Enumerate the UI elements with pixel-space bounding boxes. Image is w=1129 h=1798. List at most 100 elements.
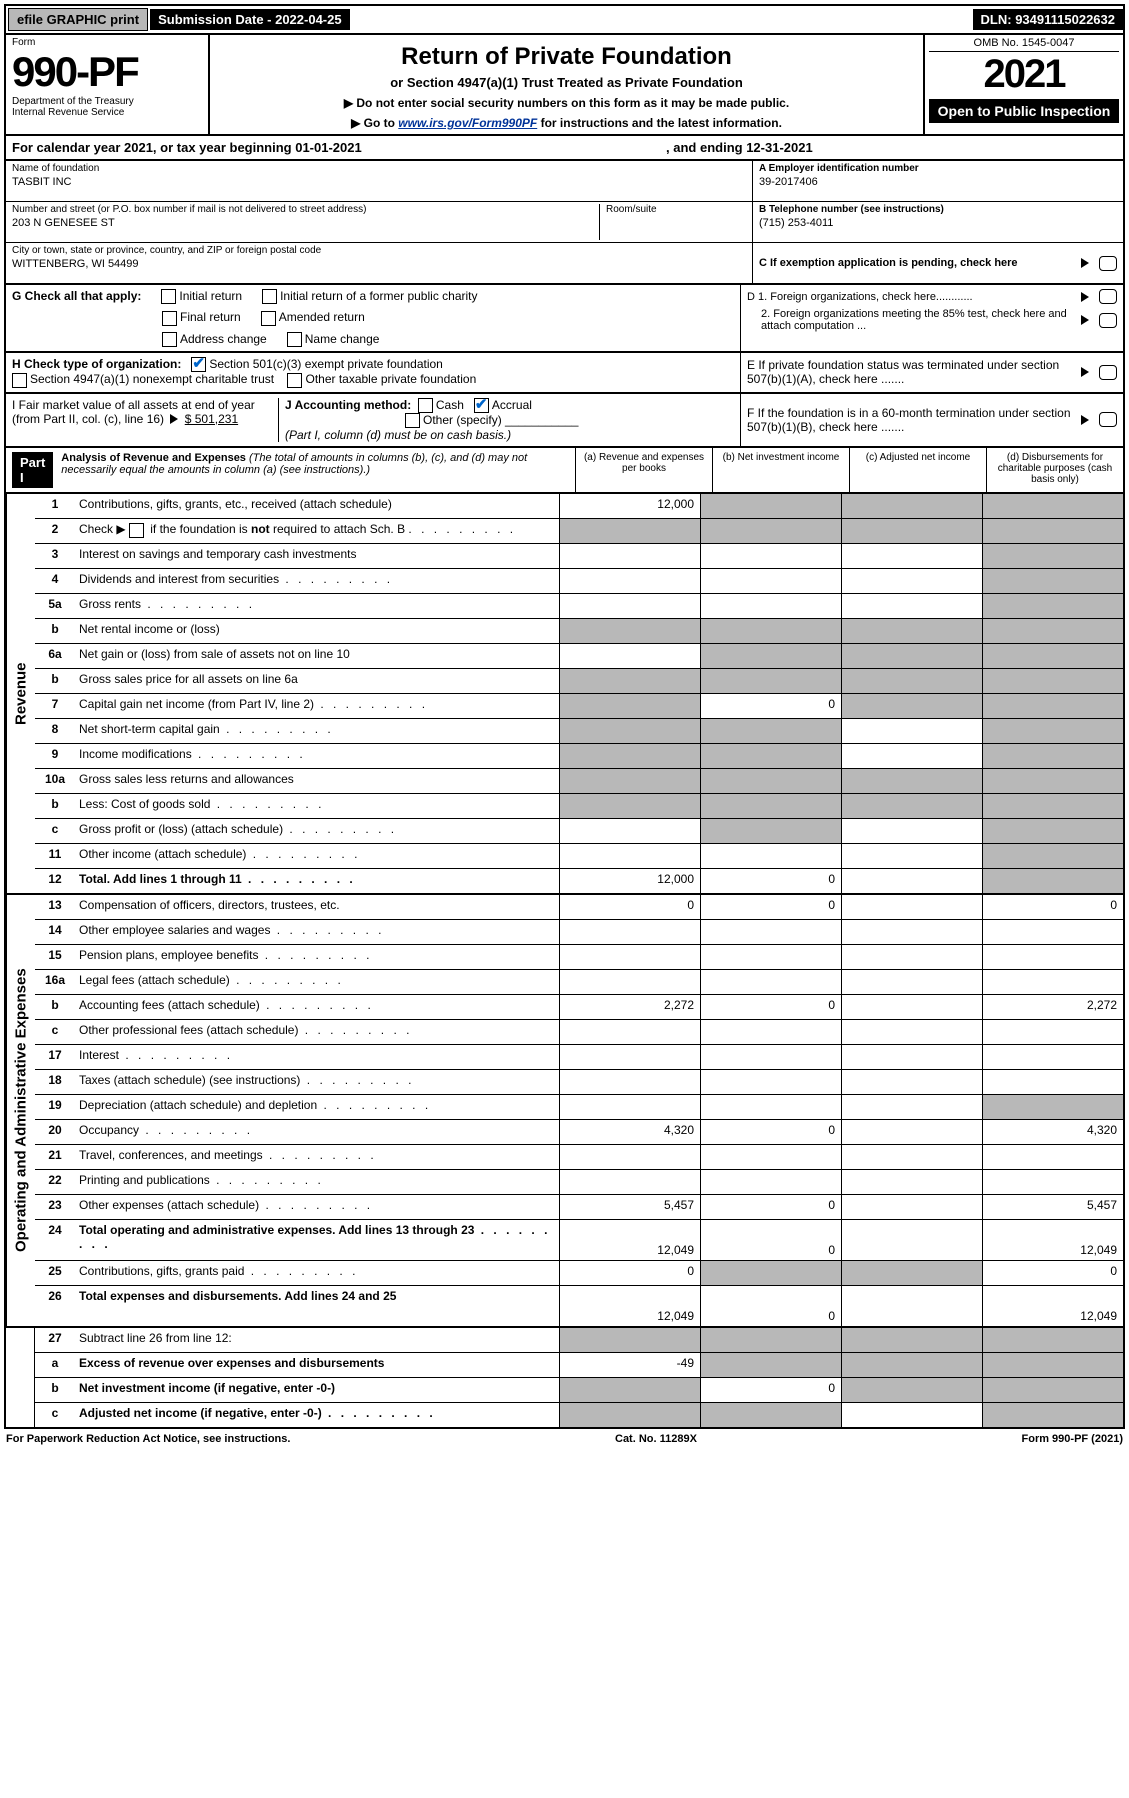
- final-return-checkbox[interactable]: [162, 311, 177, 326]
- room-label: Room/suite: [606, 204, 746, 215]
- g-d-section: G Check all that apply: Initial return I…: [4, 285, 1125, 353]
- table-row: 19Depreciation (attach schedule) and dep…: [35, 1095, 1123, 1120]
- form-subtitle: or Section 4947(a)(1) Trust Treated as P…: [218, 75, 915, 90]
- accrual-checkbox[interactable]: [474, 398, 489, 413]
- table-row: 15Pension plans, employee benefits: [35, 945, 1123, 970]
- address-cell: Number and street (or P.O. box number if…: [6, 202, 752, 243]
- expenses-table: Operating and Administrative Expenses 13…: [4, 895, 1125, 1328]
- name-change-checkbox[interactable]: [287, 332, 302, 347]
- form-title: Return of Private Foundation: [218, 43, 915, 71]
- table-row: 6aNet gain or (loss) from sale of assets…: [35, 644, 1123, 669]
- arrow-icon: [1081, 292, 1089, 302]
- table-row: cOther professional fees (attach schedul…: [35, 1020, 1123, 1045]
- address-change-checkbox[interactable]: [162, 332, 177, 347]
- arrow-icon: [1081, 258, 1089, 268]
- form-number: 990-PF: [12, 48, 202, 96]
- col-b-header: (b) Net investment income: [712, 448, 849, 492]
- table-row: 13Compensation of officers, directors, t…: [35, 895, 1123, 920]
- table-row: 11Other income (attach schedule): [35, 844, 1123, 869]
- note-link: ▶ Go to www.irs.gov/Form990PF for instru…: [218, 116, 915, 130]
- amended-return-label: Amended return: [279, 310, 365, 324]
- j-label: J Accounting method:: [285, 398, 411, 412]
- form990pf-link[interactable]: www.irs.gov/Form990PF: [398, 116, 537, 130]
- d2-label: 2. Foreign organizations meeting the 85%…: [747, 308, 1078, 332]
- s4947-checkbox[interactable]: [12, 373, 27, 388]
- table-row: 8Net short-term capital gain: [35, 719, 1123, 744]
- schb-checkbox[interactable]: [129, 523, 144, 538]
- table-row: 23Other expenses (attach schedule)5,4570…: [35, 1195, 1123, 1220]
- arrow-icon: [1081, 315, 1089, 325]
- open-public-badge: Open to Public Inspection: [929, 99, 1119, 123]
- blank-side: [6, 1328, 35, 1427]
- identification-block: Name of foundation TASBIT INC Number and…: [4, 161, 1125, 285]
- ein-cell: A Employer identification number 39-2017…: [753, 161, 1123, 202]
- g-label: G Check all that apply:: [12, 289, 141, 303]
- table-row: 10aGross sales less returns and allowanc…: [35, 769, 1123, 794]
- other-taxable-label: Other taxable private foundation: [305, 372, 476, 386]
- i-j-f-section: I Fair market value of all assets at end…: [4, 394, 1125, 449]
- e-label: E If private foundation status was termi…: [747, 358, 1078, 386]
- h-label: H Check type of organization:: [12, 357, 181, 371]
- cash-checkbox[interactable]: [418, 398, 433, 413]
- f-section: F If the foundation is in a 60-month ter…: [740, 394, 1123, 447]
- addr-value: 203 N GENESEE ST: [12, 217, 599, 229]
- table-row: 17Interest: [35, 1045, 1123, 1070]
- g-section: G Check all that apply: Initial return I…: [6, 285, 740, 351]
- f-checkbox[interactable]: [1099, 412, 1117, 427]
- foundation-name-cell: Name of foundation TASBIT INC: [6, 161, 752, 202]
- calendar-year-row: For calendar year 2021, or tax year begi…: [4, 136, 1125, 161]
- col-a-header: (a) Revenue and expenses per books: [575, 448, 712, 492]
- table-row: 18Taxes (attach schedule) (see instructi…: [35, 1070, 1123, 1095]
- cash-label: Cash: [436, 398, 464, 412]
- ein-label: A Employer identification number: [759, 163, 1117, 174]
- table-row: 5aGross rents: [35, 594, 1123, 619]
- efile-button[interactable]: efile GRAPHIC print: [8, 8, 148, 31]
- table-row: 7Capital gain net income (from Part IV, …: [35, 694, 1123, 719]
- d1-label: D 1. Foreign organizations, check here..…: [747, 291, 1078, 303]
- dln-label: DLN: 93491115022632: [973, 9, 1123, 30]
- other-taxable-checkbox[interactable]: [287, 373, 302, 388]
- phone-label: B Telephone number (see instructions): [759, 204, 1117, 215]
- table-row: 3Interest on savings and temporary cash …: [35, 544, 1123, 569]
- col-d-header: (d) Disbursements for charitable purpose…: [986, 448, 1123, 492]
- s501-checkbox[interactable]: [191, 357, 206, 372]
- table-row: 20Occupancy4,32004,320: [35, 1120, 1123, 1145]
- exemption-pending-cell: C If exemption application is pending, c…: [753, 243, 1123, 283]
- name-change-label: Name change: [305, 332, 380, 346]
- ein-value: 39-2017406: [759, 176, 1117, 188]
- final-return-label: Final return: [180, 310, 241, 324]
- city-value: WITTENBERG, WI 54499: [12, 258, 746, 270]
- d2-checkbox[interactable]: [1099, 313, 1117, 328]
- page-footer: For Paperwork Reduction Act Notice, see …: [4, 1429, 1125, 1449]
- other-method-label: Other (specify): [423, 413, 502, 427]
- accrual-label: Accrual: [492, 398, 532, 412]
- table-row: 16aLegal fees (attach schedule): [35, 970, 1123, 995]
- amended-return-checkbox[interactable]: [261, 311, 276, 326]
- h-section: H Check type of organization: Section 50…: [6, 353, 740, 392]
- table-row: bNet investment income (if negative, ent…: [35, 1378, 1123, 1403]
- part1-header-row: Part I Analysis of Revenue and Expenses …: [4, 448, 1125, 494]
- table-row: 22Printing and publications: [35, 1170, 1123, 1195]
- other-method-checkbox[interactable]: [405, 413, 420, 428]
- name-label: Name of foundation: [12, 163, 746, 174]
- initial-return-checkbox[interactable]: [161, 289, 176, 304]
- table-row: cAdjusted net income (if negative, enter…: [35, 1403, 1123, 1427]
- initial-former-checkbox[interactable]: [262, 289, 277, 304]
- c-checkbox[interactable]: [1099, 256, 1117, 271]
- form-header: Form 990-PF Department of the Treasury I…: [4, 35, 1125, 136]
- d1-checkbox[interactable]: [1099, 289, 1117, 304]
- subtract-table: 27Subtract line 26 from line 12: aExcess…: [4, 1328, 1125, 1429]
- note2-pre: ▶ Go to: [351, 116, 398, 130]
- table-row: 14Other employee salaries and wages: [35, 920, 1123, 945]
- e-checkbox[interactable]: [1099, 365, 1117, 380]
- omb-number: OMB No. 1545-0047: [929, 37, 1119, 52]
- revenue-side-label: Revenue: [6, 494, 35, 893]
- revenue-table: Revenue 1Contributions, gifts, grants, e…: [4, 494, 1125, 895]
- s501-label: Section 501(c)(3) exempt private foundat…: [209, 357, 442, 371]
- c-label: C If exemption application is pending, c…: [759, 257, 1078, 269]
- header-left: Form 990-PF Department of the Treasury I…: [6, 35, 210, 134]
- table-row: 24Total operating and administrative exp…: [35, 1220, 1123, 1261]
- expenses-side-label: Operating and Administrative Expenses: [6, 895, 35, 1326]
- s4947-label: Section 4947(a)(1) nonexempt charitable …: [30, 372, 274, 386]
- city-cell: City or town, state or province, country…: [6, 243, 752, 283]
